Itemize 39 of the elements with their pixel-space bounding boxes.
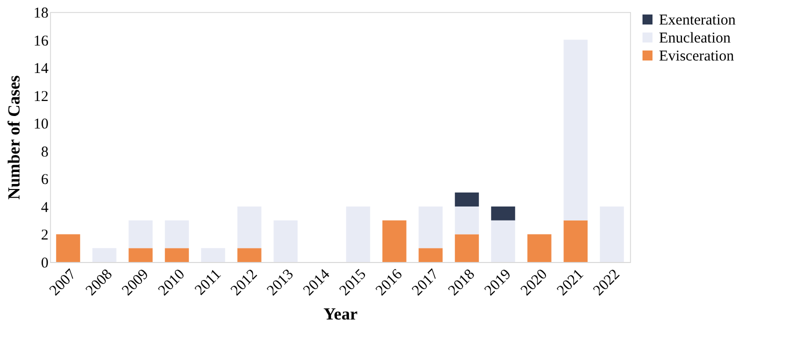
- y-tick-label: 14: [34, 61, 49, 78]
- legend-label: Evisceration: [659, 48, 734, 64]
- y-tick-label: 4: [41, 200, 49, 216]
- bar: [418, 206, 443, 248]
- bar: [201, 248, 226, 262]
- y-tick-label: 18: [34, 6, 48, 22]
- y-tick-label: 2: [41, 228, 48, 244]
- y-tick-label: 10: [34, 116, 48, 133]
- legend-label: Exenteration: [659, 12, 736, 28]
- x-tick-label: 2011: [192, 266, 224, 299]
- legend-label: Enucleation: [659, 30, 732, 46]
- bar: [382, 220, 406, 262]
- bar: [527, 234, 552, 262]
- bar: [454, 234, 479, 262]
- y-axis-title: Number of Cases: [4, 74, 24, 200]
- bar: [164, 220, 189, 248]
- bar: [164, 248, 189, 262]
- y-tick-label: 6: [41, 172, 49, 188]
- bar: [237, 248, 262, 262]
- bar: [600, 206, 624, 262]
- bar: [564, 220, 588, 262]
- bar: [56, 234, 80, 262]
- bar: [92, 248, 116, 262]
- bar: [418, 248, 443, 262]
- bar: [564, 40, 588, 220]
- bar: [128, 248, 153, 262]
- bar: [237, 206, 262, 248]
- bar: [454, 192, 479, 206]
- bar: [274, 220, 298, 262]
- bar: [491, 206, 516, 220]
- y-tick-label: 16: [34, 33, 49, 50]
- y-tick-label: 8: [41, 144, 48, 160]
- y-tick-label: 0: [41, 256, 48, 272]
- bar: [491, 220, 516, 262]
- bar: [454, 206, 479, 234]
- x-axis-title: Year: [324, 304, 358, 324]
- bar: [128, 220, 153, 248]
- y-tick-label: 12: [34, 88, 48, 105]
- bar: [346, 206, 370, 262]
